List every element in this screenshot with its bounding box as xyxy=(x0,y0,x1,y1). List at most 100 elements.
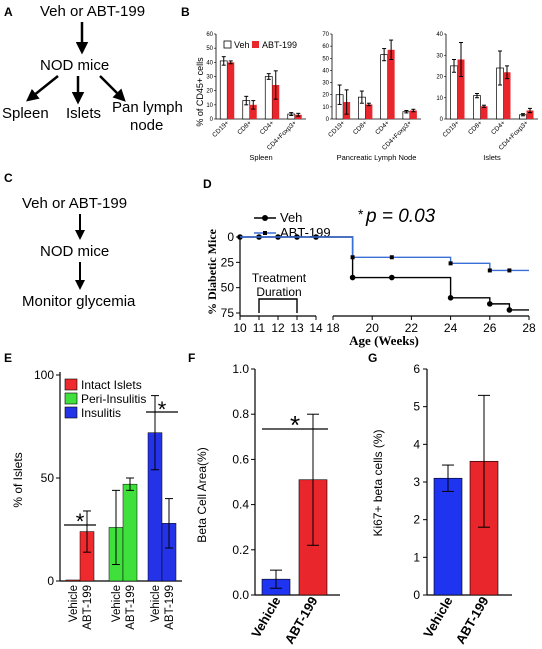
panel-b-pln-ytick-label-1: 10 xyxy=(322,105,329,111)
panel-g-ytick-label-3: 3 xyxy=(413,475,420,489)
flow-a-arrow-4 xyxy=(99,75,126,102)
panel-d-ylabel: % Diabetic Mice xyxy=(205,228,219,315)
panel-b-pln-bar-1-1 xyxy=(365,104,373,119)
panel-label-f: F xyxy=(188,351,195,365)
panel-f-ytick-label-0: 0.0 xyxy=(232,588,249,602)
panel-d-treatment-label-2: Duration xyxy=(256,285,301,299)
panel-b-pln-ytick-label-0: 0 xyxy=(326,117,330,123)
panel-e-xtick-0-0: Vehicle xyxy=(68,585,80,622)
panel-d-chart: % Diabetic Mice Age (Weeks) * p = 0.03 T… xyxy=(205,206,536,348)
panel-g-ytick-label-2: 2 xyxy=(413,513,420,527)
panel-g-ytick-label-0: 0 xyxy=(413,588,420,602)
legend-b-veh-swatch xyxy=(223,40,232,49)
panel-b-spleen-ytick-label-3: 30 xyxy=(206,75,213,81)
panel-c-flowchart: Veh or ABT-199 NOD mice Monitor glycemia xyxy=(22,195,136,310)
panel-b-islets-ytick-label-4: 40 xyxy=(436,32,443,38)
panel-d-xtick-label-9: 26 xyxy=(483,321,497,335)
flow-a-leaf-node: node xyxy=(130,117,163,134)
panel-e-legend: Intact Islets Peri-Insulitis Insulitis xyxy=(64,378,146,420)
panel-e-xtick-1-1: ABT-199 xyxy=(125,585,137,630)
panel-f-xtick-1: ABT-199 xyxy=(282,594,321,647)
panel-e-xtick-2-0: Vehicle xyxy=(150,585,162,622)
panel-f-sig-star: * xyxy=(290,410,300,440)
panel-d-xtick-label-0: 10 xyxy=(233,321,247,335)
panel-b-islets-ytick-label-3: 30 xyxy=(436,53,443,59)
panel-b-islets-xtick-2: CD4+ xyxy=(490,119,507,136)
panel-b-islets-ytick-label-1: 10 xyxy=(436,96,443,102)
panel-b-spleen-ytick-label-0: 0 xyxy=(210,117,214,123)
legend-e-insulitis-swatch xyxy=(64,406,78,419)
flow-a-leaf-islets: Islets xyxy=(66,105,101,122)
panel-g-ylabel: Ki67+ beta cells (%) xyxy=(371,429,385,536)
panel-e-sig-star-1: * xyxy=(158,397,167,422)
panel-b-spleen-bar-1-1 xyxy=(249,104,257,119)
panel-b-pln-xlabel: Pancreatic Lymph Node xyxy=(337,153,417,162)
panel-b-pln-ytick-label-2: 20 xyxy=(322,93,329,99)
panel-f-ytick-label-2: 0.4 xyxy=(232,498,249,512)
panel-g-xtick-0: Vehicle xyxy=(420,594,455,640)
panel-b-islets-xtick-1: CD8+ xyxy=(467,119,484,136)
panel-b-spleen-bar-2-1 xyxy=(272,85,280,119)
panel-d-ytick-label-1: 25 xyxy=(221,255,235,269)
panel-d-xtick-label-2: 12 xyxy=(271,321,285,335)
legend-e-peri-label: Peri-Insulitis xyxy=(81,392,146,406)
panel-b-islets-xtick-0: CD19+ xyxy=(442,119,462,139)
panel-b-islets-bar-1-1 xyxy=(480,106,488,119)
legend-e-insulitis-label: Insulitis xyxy=(81,406,121,420)
panel-d-xtick-label-7: 22 xyxy=(405,321,419,335)
panel-b-islets-xlabel: Islets xyxy=(483,153,501,162)
panel-label-c: C xyxy=(4,171,13,185)
panel-b-spleen-bar-2-0 xyxy=(264,76,273,120)
panel-d-annotation: p = 0.03 xyxy=(365,206,436,227)
panel-d-treatment-label-1: Treatment xyxy=(252,271,307,285)
flow-a-leaf-panlymph: Pan lymph xyxy=(112,99,183,116)
panel-d-ytick-label-0: 0 xyxy=(227,230,234,244)
flow-a-leaf-spleen: Spleen xyxy=(2,105,49,122)
panel-b-pln-bar-2-1 xyxy=(387,49,395,119)
panel-d-xtick-label-10: 28 xyxy=(522,321,536,335)
panel-b-ylabel: % of CD45+ cells xyxy=(195,57,205,127)
panel-b-pln-bar-3-1 xyxy=(409,110,417,119)
panel-b-spleen-ytick-label-4: 40 xyxy=(206,60,213,66)
panel-d-xtick-label-4: 14 xyxy=(309,321,323,335)
panel-b-islets-ytick-label-0: 0 xyxy=(440,117,444,123)
panel-b-islets-bar-0-0 xyxy=(450,65,458,120)
flow-c-middle: NOD mice xyxy=(40,243,109,260)
panel-d-annotation-star: * xyxy=(358,206,364,222)
panel-label-e: E xyxy=(4,351,12,365)
panel-d-series-0-point-7 xyxy=(447,295,454,301)
panel-e-bar-1-1 xyxy=(122,483,138,582)
panel-b-spleen-ytick-label-6: 60 xyxy=(206,32,213,38)
panel-g-bar-0 xyxy=(433,477,463,596)
panel-b-spleen-xtick-2: CD4+ xyxy=(259,119,276,136)
panel-b-spleen-ytick-label-1: 10 xyxy=(206,103,213,109)
panel-e-chart: % of Islets Intact Islets Peri-Insulitis… xyxy=(11,368,182,630)
panel-label-a: A xyxy=(4,5,13,19)
panel-f-ytick-label-4: 0.8 xyxy=(232,407,249,421)
panel-d-series-1-point-1 xyxy=(389,255,394,260)
panel-d-series-0-point-6 xyxy=(389,274,395,281)
panel-d-xtick-label-8: 24 xyxy=(444,321,458,335)
panel-f-ylabel: Beta Cell Area(%) xyxy=(195,447,209,542)
panel-e-xtick-1-0: Vehicle xyxy=(111,585,123,622)
flow-a-arrow-2 xyxy=(26,75,59,102)
panel-d-series-1-point-4 xyxy=(507,268,512,273)
panel-e-ytick-label-1: 50 xyxy=(41,471,55,485)
panel-b-spleen-xtick-1: CD8+ xyxy=(236,119,253,136)
flow-a-middle: NOD mice xyxy=(40,57,109,74)
panel-label-d: D xyxy=(203,177,212,191)
panel-e-sig-star-0: * xyxy=(76,509,85,534)
panel-d-series-1-line xyxy=(240,236,529,272)
panel-f-ytick-label-3: 0.6 xyxy=(232,452,249,466)
panel-b-spleen-ytick-label-5: 50 xyxy=(206,46,213,52)
panel-e-xtick-0-1: ABT-199 xyxy=(82,585,94,630)
panel-d-series-0-point-5 xyxy=(349,274,356,281)
legend-b-veh-label: Veh xyxy=(234,40,250,50)
legend-d-abt-marker xyxy=(263,231,267,235)
panel-b-spleen-ytick-label-2: 20 xyxy=(206,89,213,95)
legend-b-abt-swatch xyxy=(252,41,259,48)
panel-g-xtick-1: ABT-199 xyxy=(453,594,492,647)
panel-g-chart: Ki67+ beta cells (%) 0 1 2 3 4 5 6 VehicleABT-1… xyxy=(371,362,512,647)
panel-d-treatment-bracket xyxy=(258,298,298,313)
